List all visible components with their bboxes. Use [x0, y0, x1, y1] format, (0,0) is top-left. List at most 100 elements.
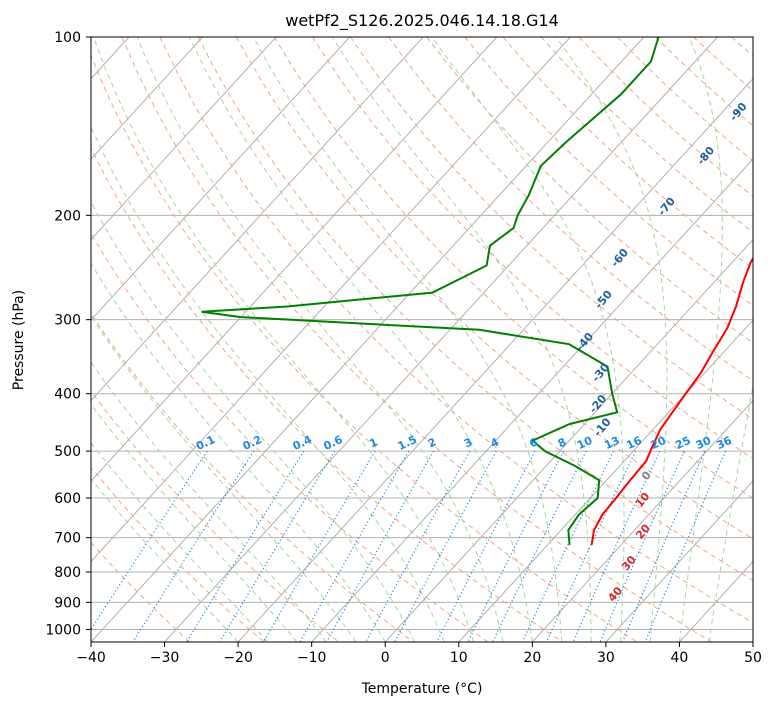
dry-adiabat-line [91, 466, 265, 642]
x-tick-label: 20 [523, 650, 541, 666]
dry-adiabat-line [388, 37, 753, 382]
x-tick-label: −40 [76, 650, 106, 666]
mixing-ratio-line [132, 450, 255, 642]
y-tick-label: 800 [54, 565, 81, 581]
isotherm-line [679, 560, 753, 642]
mixing-ratio-line [299, 450, 410, 642]
mixing-ratio-line [467, 450, 565, 642]
dry-adiabat-label: -30 [589, 361, 612, 385]
grid-layer [0, 37, 753, 642]
dry-adiabat-line [91, 53, 638, 642]
mixing-ratio-line [622, 450, 706, 642]
dry-adiabat-line [235, 37, 753, 540]
x-tick-label: 50 [744, 650, 762, 666]
mixing-ratio-label: 13 [602, 434, 621, 452]
dry-adiabat-line [616, 37, 753, 162]
isotherm-line [0, 37, 55, 642]
isotherm-line [531, 399, 753, 642]
y-tick-label: 500 [54, 444, 81, 460]
dry-adiabat-line [273, 37, 753, 499]
mixing-ratio-label: 0.6 [321, 433, 344, 453]
x-tick-label: 30 [597, 650, 615, 666]
mixing-ratio-label: 16 [624, 434, 644, 452]
isotherm-line [91, 37, 498, 482]
isotherm-line [311, 158, 753, 642]
isotherm-line [91, 37, 424, 402]
mixing-ratio-label: 30 [694, 434, 714, 452]
dry-adiabat-line [159, 37, 753, 624]
mixing-ratio-line [91, 450, 208, 631]
dry-adiabat-line [91, 146, 563, 642]
isotherm-line [237, 77, 753, 642]
moist-adiabat-label: 0 [639, 468, 654, 482]
isotherm-line [458, 319, 753, 642]
y-axis-label: Pressure (hPa) [11, 290, 27, 390]
x-tick-label: −20 [223, 650, 253, 666]
isotherm-line [91, 37, 351, 321]
mixing-ratio-line [365, 450, 471, 642]
mixing-ratio-label: 25 [673, 434, 692, 452]
moist-adiabat-line [91, 125, 445, 642]
y-tick-label: 100 [54, 30, 81, 46]
dry-adiabat-line [91, 312, 414, 642]
dry-adiabat-line [91, 390, 340, 642]
moist-adiabat-line [91, 200, 416, 642]
mixing-ratio-label: 36 [715, 434, 735, 452]
x-tick-label: −10 [297, 650, 327, 666]
dry-adiabat-line [91, 232, 489, 642]
x-axis-label: Temperature (°C) [361, 681, 483, 697]
temperature-profile-line [590, 256, 753, 546]
y-tick-label: 900 [54, 595, 81, 611]
isotherm-line [91, 37, 203, 160]
moist-adiabat-line [91, 442, 268, 642]
plot-frame [90, 36, 754, 643]
moist-adiabat-line [91, 478, 239, 642]
mixing-ratio-label: 10 [575, 434, 595, 452]
isotherm-line [91, 37, 277, 241]
y-tick-label: 700 [54, 531, 81, 547]
chart-title: wetPf2_S126.2025.046.14.18.G14 [285, 11, 559, 31]
dewpoint-profile-line [201, 37, 660, 545]
y-tick-label: 200 [54, 208, 81, 224]
mixing-ratio-label: 1.5 [396, 433, 419, 453]
series-layer [201, 37, 753, 546]
dry-adiabat-line [426, 37, 753, 344]
x-tick-label: 0 [381, 650, 390, 666]
moist-adiabat-line [136, 37, 504, 642]
moist-adiabat-label: 30 [619, 553, 639, 573]
dry-adiabat-line [197, 37, 753, 582]
mixing-ratio-label: 1 [367, 435, 379, 450]
mixing-ratio-label: 4 [489, 435, 502, 450]
y-tick-label: 1000 [45, 622, 81, 638]
mixing-ratio-line [394, 450, 497, 642]
moist-adiabat-label: 20 [633, 521, 653, 541]
dry-adiabat-line [91, 541, 191, 642]
moist-adiabat-line [555, 37, 668, 642]
isotherm-line [91, 37, 571, 563]
mixing-ratio-label: 0.4 [291, 433, 314, 453]
dry-adiabat-label: -70 [655, 195, 678, 219]
x-tick-label: 10 [450, 650, 468, 666]
mixing-ratio-label: 0.1 [194, 433, 217, 453]
isotherm-line [384, 238, 753, 642]
y-tick-label: 300 [54, 313, 81, 329]
mixing-ratio-label: 20 [649, 434, 669, 452]
dry-adiabat-label: -80 [694, 144, 717, 168]
mixing-ratio-label: 3 [462, 435, 474, 450]
mixing-ratio-line [326, 450, 435, 642]
moist-adiabat-line [331, 37, 592, 642]
mixing-ratio-line [521, 450, 615, 642]
isotherm-line [164, 37, 718, 642]
isotherm-line [752, 641, 753, 642]
moist-adiabat-line [91, 403, 298, 642]
dry-adiabat-label: -20 [587, 392, 610, 416]
y-tick-label: 600 [54, 491, 81, 507]
dry-adiabat-line [464, 37, 753, 307]
moist-adiabat-line [93, 37, 474, 642]
mixing-ratio-line [219, 450, 336, 642]
mixing-ratio-line [186, 450, 305, 642]
dry-adiabat-label: -50 [592, 288, 615, 312]
y-tick-label: 400 [54, 387, 81, 403]
moist-adiabat-line [678, 37, 723, 642]
